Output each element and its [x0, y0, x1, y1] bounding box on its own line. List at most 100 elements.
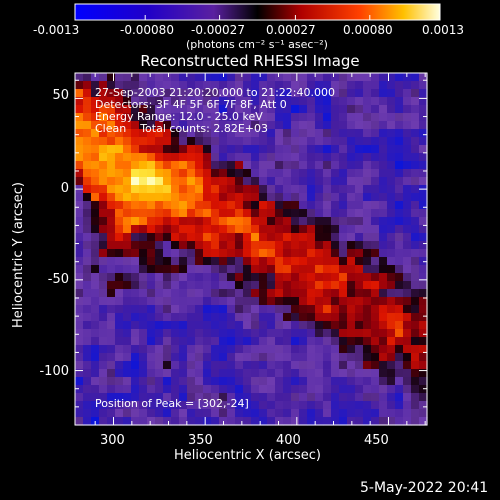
heatmap-cell — [243, 401, 252, 410]
heatmap-cell — [315, 233, 324, 242]
heatmap-cell — [203, 305, 212, 314]
heatmap-cell — [187, 217, 196, 226]
heatmap-cell — [363, 153, 372, 162]
heatmap-cell — [147, 129, 156, 138]
heatmap-cell — [243, 97, 252, 106]
heatmap-cell — [363, 337, 372, 346]
heatmap-cell — [411, 169, 420, 178]
heatmap-cell — [227, 105, 236, 114]
heatmap-cell — [355, 161, 364, 170]
heatmap-cell — [147, 265, 156, 274]
heatmap-cell — [227, 385, 236, 394]
heatmap-cell — [387, 361, 396, 370]
heatmap-cell — [323, 345, 332, 354]
heatmap-cell — [139, 409, 148, 418]
heatmap-cell — [235, 281, 244, 290]
heatmap-cell — [131, 217, 140, 226]
heatmap-cell — [195, 361, 204, 370]
heatmap-cell — [227, 289, 236, 298]
heatmap-cell — [91, 345, 100, 354]
heatmap-cell — [171, 177, 180, 186]
heatmap-cell — [363, 209, 372, 218]
heatmap-cell — [123, 265, 132, 274]
heatmap-cell — [331, 217, 340, 226]
heatmap-cell — [395, 153, 404, 162]
heatmap-cell — [403, 345, 412, 354]
heatmap-cell — [371, 193, 380, 202]
heatmap-cell — [331, 89, 340, 98]
heatmap-cell — [315, 217, 324, 226]
heatmap-cell — [107, 353, 116, 362]
heatmap-cell — [347, 161, 356, 170]
heatmap-cell — [291, 273, 300, 282]
heatmap-cell — [387, 161, 396, 170]
heatmap-cell — [131, 401, 140, 410]
heatmap-cell — [299, 161, 308, 170]
heatmap-cell — [203, 129, 212, 138]
heatmap-cell — [187, 233, 196, 242]
heatmap-cell — [219, 161, 228, 170]
heatmap-cell — [235, 129, 244, 138]
heatmap-cell — [267, 105, 276, 114]
heatmap-cell — [83, 129, 92, 138]
heatmap-cell — [163, 177, 172, 186]
heatmap-cell — [187, 353, 196, 362]
heatmap-cell — [83, 209, 92, 218]
heatmap-cell — [147, 289, 156, 298]
heatmap-cell — [179, 385, 188, 394]
heatmap-cell — [123, 321, 132, 330]
heatmap-cell — [411, 145, 420, 154]
heatmap-cell — [411, 377, 420, 386]
heatmap-cell — [75, 289, 84, 298]
heatmap-cell — [291, 385, 300, 394]
heatmap-cell — [123, 217, 132, 226]
heatmap-cell — [339, 137, 348, 146]
heatmap-cell — [123, 249, 132, 258]
heatmap-cell — [339, 233, 348, 242]
heatmap-cell — [75, 169, 84, 178]
heatmap-cell — [251, 289, 260, 298]
heatmap-cell — [403, 313, 412, 322]
heatmap-cell — [123, 313, 132, 322]
heatmap-cell — [203, 281, 212, 290]
heatmap-cell — [163, 281, 172, 290]
heatmap-cell — [171, 393, 180, 402]
heatmap-cell — [195, 377, 204, 386]
heatmap-cell — [75, 321, 84, 330]
heatmap-cell — [91, 249, 100, 258]
heatmap-cell — [171, 281, 180, 290]
heatmap-cell — [315, 169, 324, 178]
heatmap-cell — [267, 249, 276, 258]
heatmap-cell — [155, 417, 164, 426]
heatmap-cell — [99, 97, 108, 106]
heatmap-cell — [291, 313, 300, 322]
heatmap-cell — [395, 273, 404, 282]
heatmap-cell — [347, 297, 356, 306]
heatmap-cell — [299, 281, 308, 290]
heatmap-cell — [179, 129, 188, 138]
heatmap-cell — [323, 201, 332, 210]
heatmap-cell — [243, 185, 252, 194]
heatmap-cell — [187, 129, 196, 138]
heatmap-cell — [107, 369, 116, 378]
heatmap-cell — [299, 233, 308, 242]
heatmap-cell — [99, 201, 108, 210]
heatmap-cell — [195, 233, 204, 242]
heatmap-cell — [379, 217, 388, 226]
heatmap-cell — [75, 361, 84, 370]
heatmap-cell — [307, 329, 316, 338]
heatmap-cell — [131, 129, 140, 138]
heatmap-cell — [99, 401, 108, 410]
heatmap-cell — [387, 385, 396, 394]
heatmap-cell — [171, 249, 180, 258]
heatmap-cell — [339, 161, 348, 170]
heatmap-cell — [187, 89, 196, 98]
heatmap-cell — [299, 337, 308, 346]
heatmap-cell — [259, 185, 268, 194]
heatmap-cell — [155, 313, 164, 322]
heatmap-cell — [131, 377, 140, 386]
heatmap-cell — [387, 313, 396, 322]
heatmap-cell — [115, 313, 124, 322]
heatmap-cell — [235, 289, 244, 298]
heatmap-cell — [395, 369, 404, 378]
